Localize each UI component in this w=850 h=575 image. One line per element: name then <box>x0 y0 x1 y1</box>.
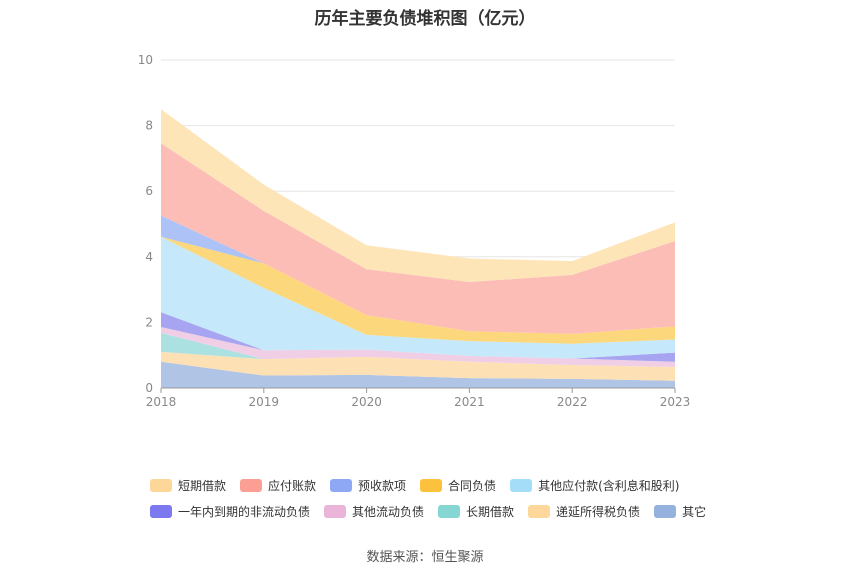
legend-label: 其他流动负债 <box>352 504 425 519</box>
chart-title: 历年主要负债堆积图（亿元） <box>314 9 536 29</box>
legend-label: 一年内到期的非流动负债 <box>178 504 311 519</box>
legend-label: 长期借款 <box>466 504 515 519</box>
legend-swatch <box>510 478 533 492</box>
legend: 短期借款 应付账款 预收款项 合同负债 其他应付款(含利息和股利) 一年内到期的非流动负… <box>150 472 770 524</box>
legend-item[interactable]: 递延所得税负债 <box>528 503 640 520</box>
legend-item[interactable]: 长期借款 <box>438 503 514 520</box>
legend-item[interactable]: 其他应付款(含利息和股利) <box>510 477 679 494</box>
legend-label: 短期借款 <box>178 478 227 493</box>
y-tick-label: 0 <box>145 381 153 395</box>
legend-row-2: 一年内到期的非流动负债 其他流动负债 长期借款 递延所得税负债 其它 <box>150 498 770 524</box>
legend-label: 应付账款 <box>268 478 317 493</box>
y-tick-label: 8 <box>145 119 153 133</box>
legend-item[interactable]: 其它 <box>654 503 706 520</box>
legend-swatch <box>420 478 443 492</box>
x-tick-label: 2021 <box>454 395 485 409</box>
area-series-0 <box>161 361 675 388</box>
legend-item[interactable]: 其他流动负债 <box>324 503 424 520</box>
area-series-9 <box>161 109 675 283</box>
legend-label: 其他应付款(含利息和股利) <box>538 478 680 493</box>
y-tick-label: 2 <box>145 315 153 329</box>
legend-label: 递延所得税负债 <box>556 504 641 519</box>
legend-label: 预收款项 <box>358 478 407 493</box>
area-series-5 <box>161 236 675 359</box>
x-tick-label: 2018 <box>146 395 177 409</box>
legend-swatch <box>324 504 347 518</box>
x-tick-label: 2020 <box>351 395 382 409</box>
area-series-3 <box>161 326 675 368</box>
legend-label: 其它 <box>682 504 707 519</box>
area-series-group <box>161 109 675 388</box>
y-tick-label: 4 <box>145 250 153 264</box>
x-tick-label: 2019 <box>249 395 280 409</box>
area-series-8 <box>161 143 675 334</box>
x-tick-label: 2023 <box>660 395 691 409</box>
legend-swatch <box>654 504 677 518</box>
legend-item[interactable]: 一年内到期的非流动负债 <box>150 503 310 520</box>
legend-swatch <box>150 478 172 492</box>
legend-item[interactable]: 合同负债 <box>420 477 496 494</box>
y-tick-label: 10 <box>138 53 153 67</box>
legend-label: 合同负债 <box>448 478 497 493</box>
area-series-6 <box>161 236 675 344</box>
legend-swatch <box>240 478 263 492</box>
legend-swatch <box>438 504 461 518</box>
legend-swatch <box>528 504 551 518</box>
legend-item[interactable]: 短期借款 <box>150 477 226 494</box>
legend-swatch <box>150 504 172 518</box>
legend-item[interactable]: 应付账款 <box>240 477 316 494</box>
data-source-note: 数据来源：恒生聚源 <box>366 550 484 565</box>
area-series-1 <box>161 351 675 381</box>
legend-swatch <box>330 478 353 492</box>
legend-item[interactable]: 预收款项 <box>330 477 406 494</box>
y-tick-label: 6 <box>145 184 153 198</box>
axes: 0 2 4 6 8 10 2018 2019 2020 2021 2022 2023 <box>138 53 691 409</box>
area-series-4 <box>161 312 675 362</box>
legend-row-1: 短期借款 应付账款 预收款项 合同负债 其他应付款(含利息和股利) <box>150 472 770 498</box>
x-tick-label: 2022 <box>557 395 588 409</box>
